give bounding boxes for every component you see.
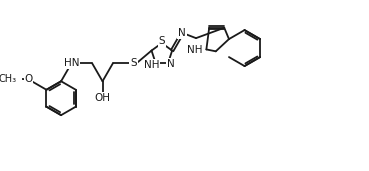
Text: NH: NH: [187, 45, 203, 55]
Text: N: N: [167, 59, 175, 69]
Text: NH: NH: [144, 60, 159, 70]
Text: CH₃: CH₃: [0, 74, 16, 84]
Text: S: S: [130, 58, 137, 68]
Text: HN: HN: [64, 58, 79, 68]
Text: O: O: [24, 74, 32, 84]
Text: N: N: [178, 28, 186, 38]
Text: S: S: [159, 36, 165, 46]
Text: OH: OH: [94, 93, 111, 103]
